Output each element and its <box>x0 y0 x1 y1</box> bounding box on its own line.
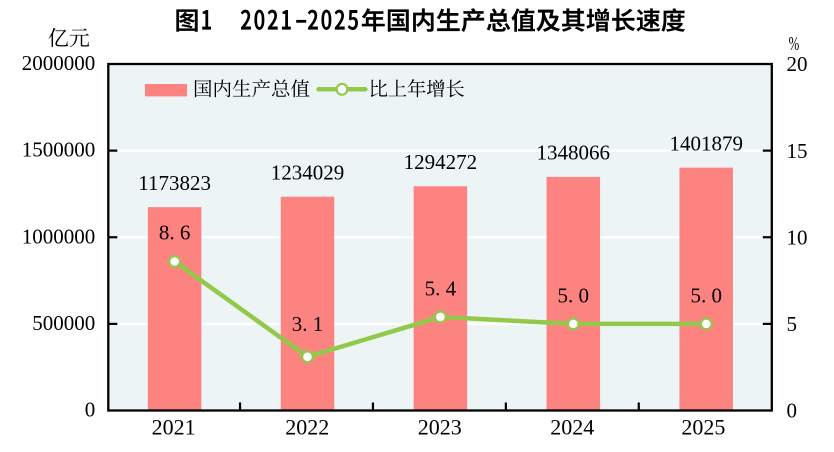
svg-text:0: 0 <box>787 399 798 423</box>
svg-text:8. 6: 8. 6 <box>159 221 191 245</box>
svg-text:20: 20 <box>787 52 808 76</box>
svg-text:2021: 2021 <box>152 415 196 440</box>
svg-text:5. 0: 5. 0 <box>558 283 590 307</box>
svg-text:15: 15 <box>787 139 808 163</box>
svg-text:5: 5 <box>787 312 798 336</box>
svg-text:2022: 2022 <box>285 415 329 440</box>
svg-text:5. 4: 5. 4 <box>425 277 457 301</box>
svg-text:%: % <box>789 32 800 55</box>
svg-text:1000000: 1000000 <box>22 224 96 248</box>
svg-text:500000: 500000 <box>32 311 95 335</box>
svg-text:2024: 2024 <box>550 415 594 440</box>
svg-text:1500000: 1500000 <box>22 138 96 162</box>
svg-text:0: 0 <box>85 398 96 422</box>
svg-text:10: 10 <box>787 225 808 249</box>
svg-text:2025: 2025 <box>681 415 725 440</box>
svg-text:1348066: 1348066 <box>537 141 611 165</box>
svg-text:1401879: 1401879 <box>669 131 743 155</box>
svg-text:1234029: 1234029 <box>271 160 345 184</box>
svg-text:1294272: 1294272 <box>404 150 478 174</box>
svg-text:1173823: 1173823 <box>138 171 211 195</box>
svg-text:2000000: 2000000 <box>22 51 96 75</box>
svg-text:3. 1: 3. 1 <box>292 312 324 336</box>
svg-text:2023: 2023 <box>418 415 462 440</box>
svg-text:5. 0: 5. 0 <box>690 283 722 307</box>
